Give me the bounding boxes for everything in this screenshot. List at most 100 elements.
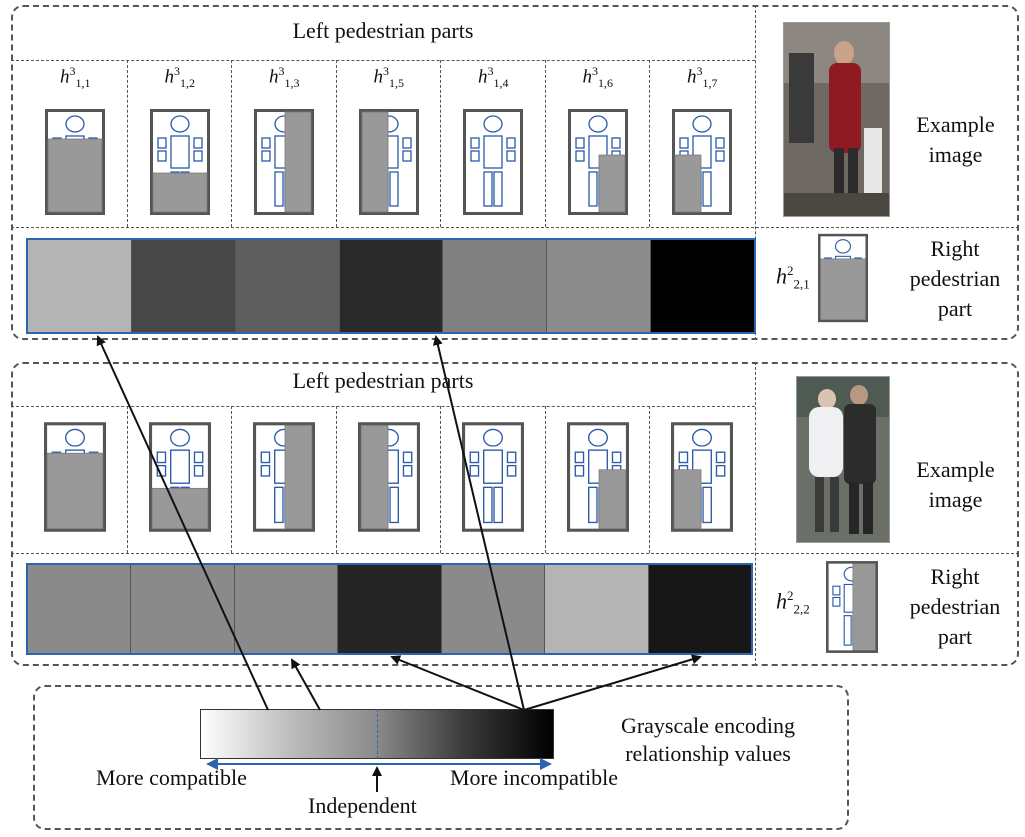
column-divider <box>649 406 650 553</box>
figure-arm <box>157 150 167 162</box>
figure-leg <box>588 171 598 207</box>
part-highlight-left-half <box>360 424 389 530</box>
relation-cell <box>28 240 131 332</box>
right-part-text-1-line-1: Right <box>930 236 980 261</box>
figure-arm <box>679 137 689 149</box>
part-label-sup: 3 <box>278 64 285 78</box>
relation-cell <box>647 565 751 653</box>
column-divider <box>335 60 337 227</box>
figure-arm <box>261 150 271 162</box>
figure-arm <box>611 451 622 464</box>
figure-leg <box>843 615 852 646</box>
part-label-base: h <box>269 66 279 88</box>
part-highlight-lower-body <box>47 138 103 213</box>
figure-arm <box>716 464 726 477</box>
figure-arm <box>157 137 167 149</box>
part-highlight-legs <box>151 487 209 530</box>
right-part-label-1-sup: 2 <box>787 263 794 278</box>
figure-leg <box>389 486 399 524</box>
part-icon-lower-right <box>566 422 629 532</box>
relation-strip-2 <box>26 563 753 655</box>
figure-arm <box>193 137 203 149</box>
example-label-1: Example image <box>898 110 1013 170</box>
part-highlight-right-half <box>284 111 312 213</box>
figure-arm <box>193 150 203 162</box>
part-icon-lower-body <box>45 109 106 215</box>
part-icon-left-half <box>358 109 419 215</box>
figure-arm <box>611 137 621 149</box>
part-highlight-lower-right <box>598 154 626 213</box>
panel-1-row-divider <box>11 227 1019 228</box>
left-part-figure <box>253 421 316 538</box>
column-divider <box>440 406 441 553</box>
figure-arm <box>506 137 516 149</box>
legend-caption-line-1: Grayscale encoding <box>620 713 796 738</box>
part-label: h31,2 <box>150 64 210 91</box>
example-label-2-line-1: Example <box>916 457 995 482</box>
figure-arm <box>575 137 585 149</box>
right-part-text-2-line-1: Right <box>930 564 980 589</box>
part-frame <box>463 109 524 215</box>
right-part-text-2-line-3: part <box>937 624 973 649</box>
right-part-text-1: Right pedestrian part <box>890 234 1020 324</box>
figure-leg <box>587 486 598 524</box>
left-part-figure <box>148 421 211 538</box>
figure-arm <box>402 464 413 477</box>
part-label-sub: 1,1 <box>75 76 91 91</box>
figure-torso <box>483 135 503 169</box>
figure-head <box>587 428 608 447</box>
example-image-2 <box>796 376 890 543</box>
panel-2-title-divider <box>11 406 755 407</box>
part-label-sup: 3 <box>174 64 180 78</box>
example-image-1 <box>783 22 890 217</box>
left-part-figure <box>566 421 629 538</box>
part-icon-legs <box>148 422 211 532</box>
figure-leg <box>483 171 493 207</box>
right-part-figure-2 <box>826 560 878 659</box>
part-label-sub: 1,2 <box>180 76 195 91</box>
relation-cell <box>28 565 131 653</box>
example-label-1-line-2: image <box>928 142 983 167</box>
figure-arm <box>261 137 271 149</box>
part-label-base: h <box>373 66 384 88</box>
figure-torso <box>170 135 190 169</box>
left-part-figure <box>462 421 525 538</box>
relation-cell <box>650 240 755 332</box>
figure-torso <box>692 449 713 484</box>
relation-cell <box>442 240 547 332</box>
relation-cell <box>544 565 648 653</box>
right-part-text-1-line-3: part <box>937 296 973 321</box>
figure-torso <box>587 449 608 484</box>
part-label-base: h <box>582 66 593 88</box>
right-part-label-1-base: h <box>776 263 787 289</box>
relation-cell <box>440 565 545 653</box>
right-part-label-2-base: h <box>776 588 787 614</box>
column-divider <box>126 60 128 227</box>
part-label-sub: 1,6 <box>598 76 613 91</box>
panel-1-title: Left pedestrian parts <box>292 18 474 43</box>
part-highlight-right-half <box>284 424 313 530</box>
figure-arm <box>470 150 480 162</box>
part-icon-none <box>463 109 524 215</box>
part-highlight-lower-right <box>598 469 627 530</box>
part-label-sup: 3 <box>69 64 76 78</box>
relation-cell <box>338 240 443 332</box>
figure-arm <box>402 137 412 149</box>
part-icon-right-half <box>826 561 878 653</box>
left-part-figure <box>44 421 107 538</box>
part-icon-lower-left <box>672 109 733 215</box>
legend-caption-line-2: relationship values <box>625 741 791 766</box>
part-frame <box>462 422 525 532</box>
part-icon-lower-left <box>671 422 734 532</box>
part-label-sub: 1,3 <box>284 76 300 91</box>
part-icon-right-half <box>254 109 315 215</box>
part-label-sup: 3 <box>592 64 598 78</box>
panel-2-title: Left pedestrian parts <box>292 368 474 393</box>
legend-center-label: Independent <box>308 793 417 818</box>
part-icon-lower-right <box>567 109 628 215</box>
part-label: h31,7 <box>672 64 732 91</box>
figure-arm <box>715 150 725 162</box>
right-part-label-1: h22,1 <box>776 263 810 293</box>
pedestrian-photo-2 <box>797 377 889 542</box>
legend-left-label: More compatible <box>96 765 247 790</box>
